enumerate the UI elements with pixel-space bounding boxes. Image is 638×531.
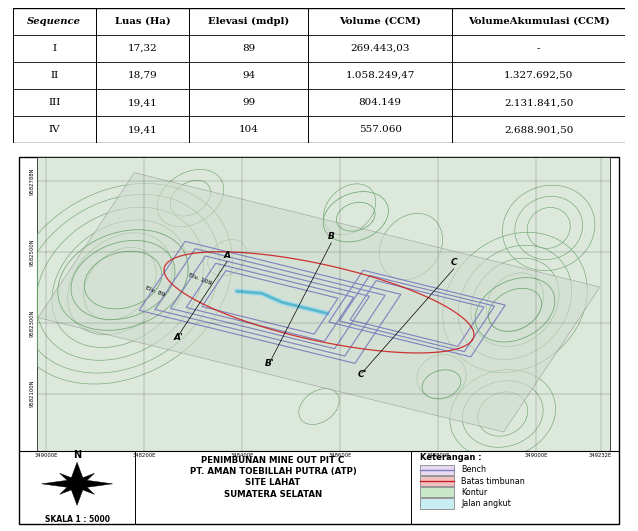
Polygon shape [73,482,94,494]
Polygon shape [60,473,81,486]
Text: 9582788N: 9582788N [29,168,34,195]
Polygon shape [73,473,94,486]
Text: Batas timbunan: Batas timbunan [461,476,525,485]
Text: II: II [50,71,58,80]
Text: VolumeAkumulasi (CCM): VolumeAkumulasi (CCM) [468,17,610,26]
Text: 9582300N: 9582300N [29,309,34,337]
Text: I: I [52,44,56,53]
Polygon shape [69,484,85,506]
Text: 19,41: 19,41 [128,125,158,134]
Text: B: B [328,232,335,241]
Text: 18,79: 18,79 [128,71,158,80]
Text: 17,32: 17,32 [128,44,158,53]
Bar [37,157,610,451]
Text: 348600E: 348600E [329,453,352,458]
Text: N: N [73,450,81,460]
Text: Sequence: Sequence [27,17,81,26]
Text: III: III [48,98,61,107]
Text: Elv. 109: Elv. 109 [188,273,212,287]
Text: B': B' [265,358,275,367]
Bar [420,498,454,509]
Text: A: A [224,251,230,260]
Text: SKALA 1 : 5000: SKALA 1 : 5000 [45,515,110,524]
Text: PENIMBUNAN MINE OUT PIT C: PENIMBUNAN MINE OUT PIT C [202,456,345,465]
Text: 349000E: 349000E [524,453,548,458]
Text: 2.131.841,50: 2.131.841,50 [504,98,574,107]
Text: IV: IV [48,125,60,134]
Bar [420,465,454,475]
Text: 269.443,03: 269.443,03 [350,44,410,53]
Text: 19,41: 19,41 [128,98,158,107]
Text: Kontur: Kontur [461,487,487,496]
Text: Bench: Bench [461,465,486,474]
Text: SUMATERA SELATAN: SUMATERA SELATAN [224,490,322,499]
Text: 349000E: 349000E [34,453,58,458]
Text: Keterangan :: Keterangan : [420,453,482,463]
Polygon shape [38,173,600,432]
Text: 9582500N: 9582500N [29,238,34,266]
Text: 89: 89 [242,44,255,53]
Polygon shape [69,462,85,484]
Text: Volume (CCM): Volume (CCM) [339,17,421,26]
Polygon shape [77,479,112,489]
Text: Elevasi (mdpl): Elevasi (mdpl) [208,17,290,26]
Polygon shape [41,479,77,489]
Text: 1.058.249,47: 1.058.249,47 [346,71,415,80]
Text: 348200E: 348200E [133,453,156,458]
Text: PT. AMAN TOEBILLAH PUTRA (ATP): PT. AMAN TOEBILLAH PUTRA (ATP) [189,467,357,476]
Bar [420,476,454,486]
Text: A': A' [174,332,183,341]
Text: C: C [450,258,457,267]
Text: 557.060: 557.060 [359,125,402,134]
Text: C': C' [357,370,367,379]
Text: Luas (Ha): Luas (Ha) [115,17,170,26]
Text: Elv. 89: Elv. 89 [144,285,165,298]
Text: 348400E: 348400E [231,453,254,458]
Text: 104: 104 [239,125,258,134]
Text: 804.149: 804.149 [359,98,402,107]
Text: 1.327.692,50: 1.327.692,50 [504,71,574,80]
Text: 9582100N: 9582100N [29,380,34,407]
Text: 348800E: 348800E [427,453,450,458]
Text: 2.688.901,50: 2.688.901,50 [504,125,574,134]
Text: 99: 99 [242,98,255,107]
Polygon shape [60,482,81,494]
Text: Jalan angkut: Jalan angkut [461,499,511,508]
Text: 94: 94 [242,71,255,80]
Text: -: - [537,44,540,53]
Bar [420,487,454,498]
Text: 349232E: 349232E [589,453,612,458]
Text: SITE LAHAT: SITE LAHAT [246,478,300,487]
